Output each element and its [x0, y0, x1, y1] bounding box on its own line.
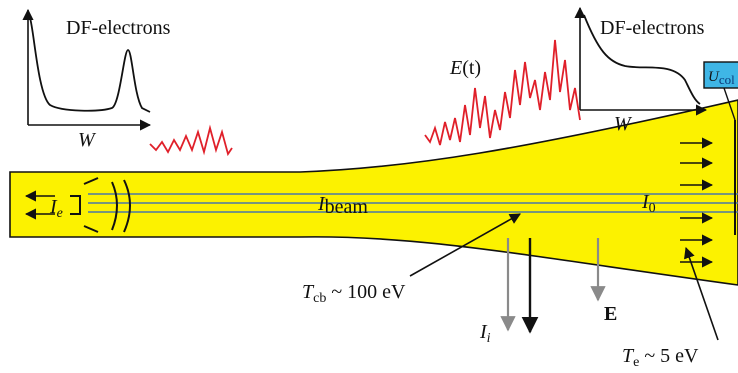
collector-current-label: I0 — [641, 191, 656, 216]
wave-right — [424, 39, 581, 146]
ion-current-label: Ii — [479, 321, 491, 346]
collector-voltage-box — [703, 61, 738, 89]
right-inset-axis-label: W — [614, 113, 633, 135]
flow-arrows-bottom — [680, 212, 714, 268]
beam-current-label: Ibeam — [317, 193, 368, 218]
left-inset-plot — [22, 8, 152, 131]
right-inset-plot — [574, 6, 708, 116]
wave-left — [149, 124, 233, 157]
hot-temp-pointer — [684, 246, 719, 341]
left-escape-arrows — [24, 190, 55, 220]
left-inset-axis-label: W — [78, 129, 97, 151]
left-inset-title: DF-electrons — [66, 17, 171, 39]
right-inset-title: DF-electrons — [600, 17, 705, 39]
beam-lines — [88, 193, 738, 213]
cold-temp-pointer — [409, 213, 521, 277]
electron-collector-bracket — [70, 177, 131, 233]
electron-current-label: Ie — [49, 196, 63, 221]
efield-label: E — [604, 303, 617, 325]
field-label: E(t) — [449, 57, 481, 79]
collector-voltage-lead — [723, 87, 736, 121]
collector-voltage-label: Ucol — [708, 69, 735, 87]
hot-temp-label: Te ~ 5 eV — [622, 345, 699, 370]
cold-temp-label: Tcb ~ 100 eV — [302, 281, 406, 306]
plasma-column — [9, 99, 738, 286]
flow-arrows-top — [680, 137, 714, 191]
